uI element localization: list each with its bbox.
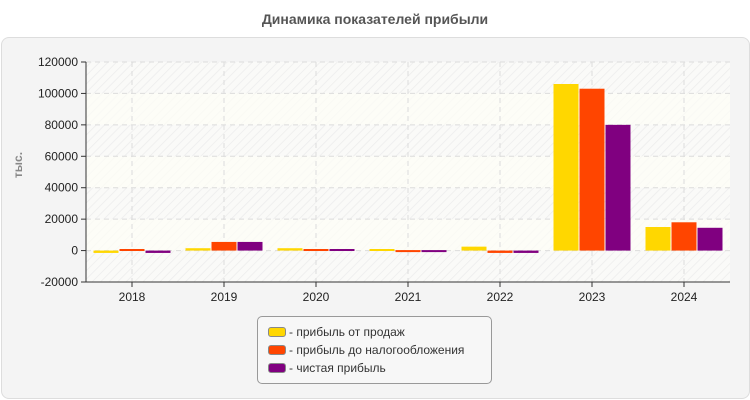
bar — [145, 250, 171, 253]
y-tick-label: 80000 — [45, 118, 79, 132]
y-tick-label: -20000 — [41, 275, 79, 289]
x-tick-label: 2019 — [211, 290, 238, 304]
bar — [93, 250, 119, 253]
legend-swatch — [268, 327, 286, 337]
y-tick-label: 120000 — [38, 55, 78, 69]
bar — [605, 124, 631, 251]
bar — [185, 248, 211, 251]
chart-legend: - прибыль от продаж - прибыль до налогоо… — [257, 316, 492, 384]
x-tick-label: 2022 — [487, 290, 514, 304]
x-tick-label: 2020 — [303, 290, 330, 304]
legend-label: - прибыль до налогообложения — [289, 343, 465, 357]
bar — [395, 250, 421, 253]
bar — [513, 250, 539, 253]
bar — [329, 249, 355, 251]
bar — [645, 227, 671, 251]
bar — [119, 249, 145, 251]
bar — [553, 84, 579, 251]
x-tick-label: 2023 — [579, 290, 606, 304]
legend-item-pretax-profit: - прибыль до налогообложения — [268, 342, 464, 358]
y-tick-label: 100000 — [38, 86, 78, 100]
x-tick-label: 2021 — [395, 290, 422, 304]
bar — [579, 88, 605, 251]
bar — [487, 250, 513, 253]
y-tick-label: 60000 — [45, 149, 79, 163]
bar — [211, 241, 237, 251]
legend-item-net-profit: - чистая прибыль — [268, 360, 386, 376]
bar — [237, 241, 263, 251]
y-tick-label: 0 — [71, 244, 78, 258]
y-tick-label: 20000 — [45, 212, 79, 226]
legend-swatch — [268, 345, 286, 355]
legend-label: - прибыль от продаж — [289, 325, 405, 339]
legend-item-sales-profit: - прибыль от продаж — [268, 324, 405, 340]
x-tick-label: 2024 — [671, 290, 698, 304]
bar — [421, 250, 447, 253]
bar — [277, 248, 303, 251]
bar — [461, 246, 487, 251]
bar — [697, 227, 723, 251]
y-tick-label: 40000 — [45, 181, 79, 195]
legend-swatch — [268, 363, 286, 373]
bar — [303, 249, 329, 251]
bar — [671, 222, 697, 251]
bar — [369, 249, 395, 251]
x-tick-label: 2018 — [119, 290, 146, 304]
y-axis-label: тыс. — [11, 152, 25, 178]
legend-label: - чистая прибыль — [289, 361, 386, 375]
chart-title: Динамика показателей прибыли — [261, 11, 489, 27]
